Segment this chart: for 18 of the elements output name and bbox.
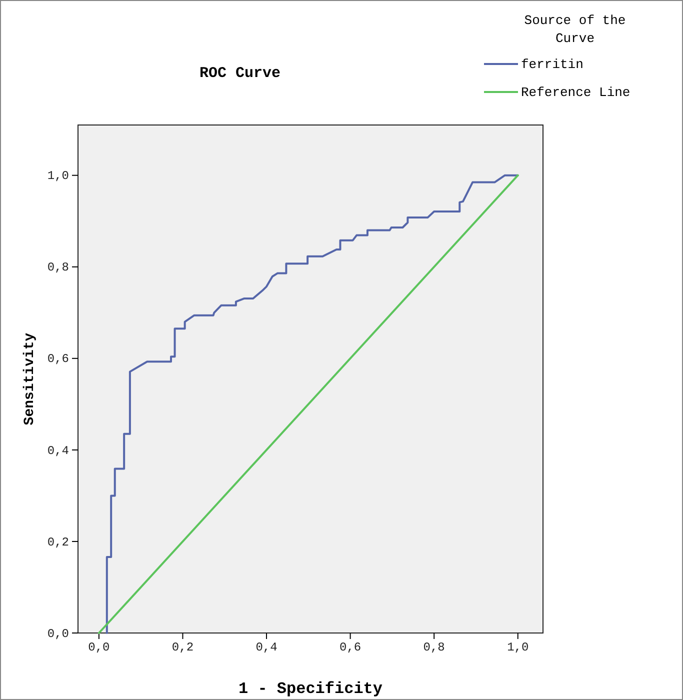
y-axis-title: Sensitivity — [22, 332, 38, 426]
y-tick-label: 0,0 — [47, 626, 69, 641]
legend-label: Reference Line — [521, 85, 630, 100]
y-tick-label: 1,0 — [47, 169, 69, 184]
x-tick-label: 0,6 — [339, 640, 362, 655]
legend-label: ferritin — [521, 57, 584, 72]
x-axis-title: 1 - Specificity — [238, 680, 383, 698]
x-tick-label: 0,2 — [172, 640, 194, 655]
y-tick-label: 0,4 — [47, 444, 69, 458]
x-tick-label: 1,0 — [507, 640, 529, 655]
x-tick-label: 0,8 — [423, 640, 445, 655]
legend-title: Source of the Curve — [524, 13, 626, 46]
y-tick-label: 0,2 — [47, 535, 69, 550]
x-tick-label: 0,4 — [256, 640, 278, 655]
x-tick-label: 0,0 — [88, 640, 110, 655]
y-tick-label: 0,8 — [47, 260, 69, 275]
y-tick-label: 0,6 — [47, 352, 69, 366]
chart-title: ROC Curve — [199, 65, 281, 82]
